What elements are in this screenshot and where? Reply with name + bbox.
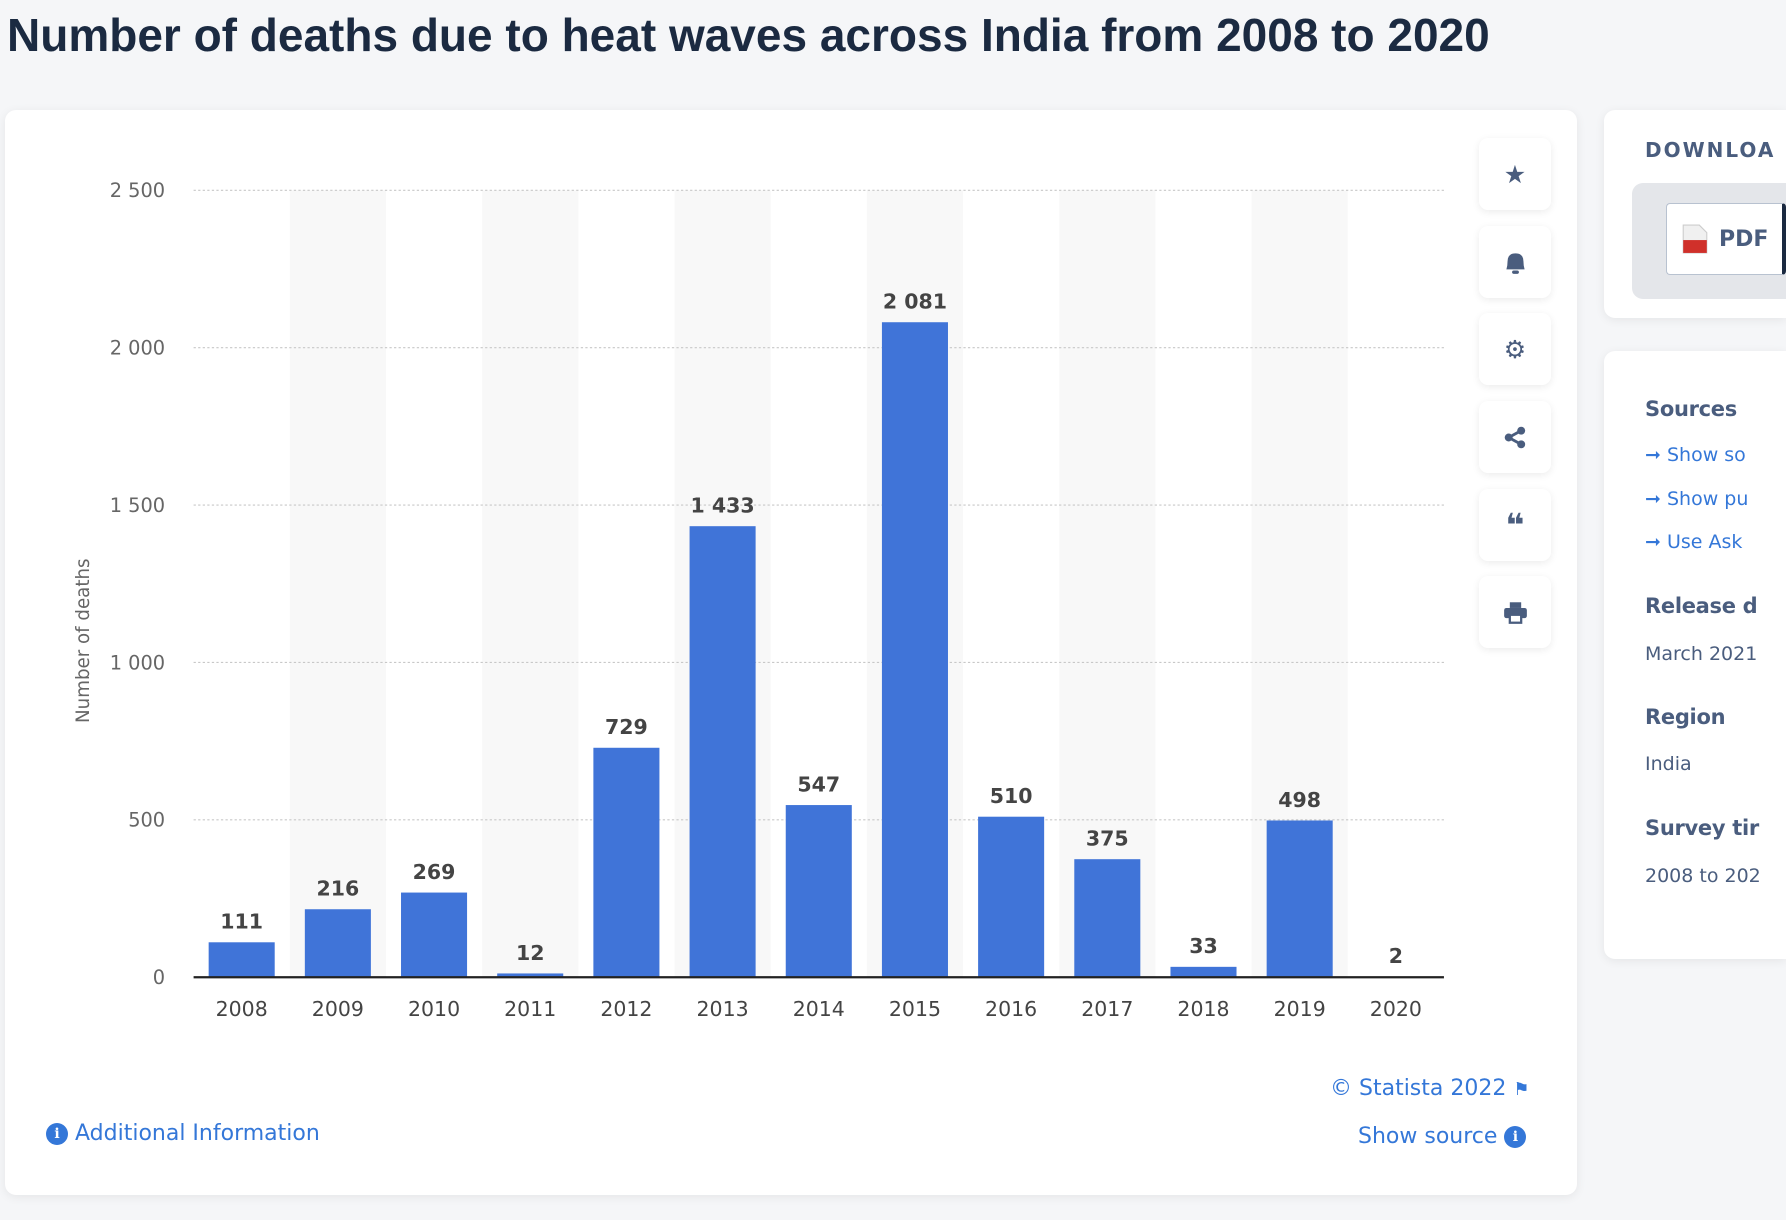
data-label: 269	[413, 860, 456, 884]
source-link[interactable]: ➞ Use Ask	[1645, 531, 1743, 553]
quote-icon: ❝	[1505, 506, 1525, 544]
data-label: 2 081	[883, 290, 947, 314]
y-tick-label: 2 000	[110, 337, 165, 360]
bar-2008	[208, 942, 275, 978]
x-tick-label: 2012	[600, 997, 652, 1021]
x-tick-label: 2016	[985, 997, 1037, 1021]
y-axis-label: Number of deaths	[73, 558, 94, 722]
data-label: 12	[516, 941, 545, 965]
bar-2013	[689, 526, 756, 978]
x-tick-label: 2018	[1177, 997, 1229, 1021]
download-card: DOWNLOA PDF	[1604, 110, 1786, 318]
sources-label: Sources	[1645, 397, 1737, 421]
notification-button[interactable]	[1479, 226, 1551, 298]
copyright-link[interactable]: © Statista 2022 ⚑	[1330, 1076, 1530, 1101]
data-label: 729	[605, 715, 648, 739]
share-icon	[1504, 426, 1525, 448]
info-icon: i	[1504, 1126, 1527, 1148]
cite-button[interactable]: ❝	[1479, 489, 1551, 561]
category-band	[482, 190, 579, 978]
y-tick-label: 1 000	[110, 651, 165, 674]
survey-time-label: Survey tir	[1645, 816, 1759, 840]
flag-icon: ⚑	[1513, 1079, 1530, 1100]
data-label: 1 433	[691, 494, 755, 518]
bar-2009	[304, 909, 371, 978]
x-tick-label: 2019	[1274, 997, 1326, 1021]
survey-time-value: 2008 to 202	[1645, 865, 1761, 887]
category-band	[289, 190, 386, 978]
data-label: 216	[316, 877, 359, 901]
source-link[interactable]: ➞ Show so	[1645, 444, 1746, 466]
region-value: India	[1645, 753, 1692, 775]
bell-icon	[1505, 252, 1525, 274]
bar-2010	[401, 892, 468, 978]
bar-2019	[1266, 820, 1333, 978]
data-label: 510	[990, 784, 1033, 808]
x-tick-label: 2015	[889, 997, 941, 1021]
release-date-label: Release d	[1645, 594, 1758, 618]
x-tick-label: 2010	[408, 997, 460, 1021]
settings-button[interactable]: ⚙	[1479, 313, 1551, 385]
x-tick-label: 2020	[1370, 997, 1422, 1021]
x-tick-label: 2009	[312, 997, 364, 1021]
data-label: 2	[1389, 944, 1403, 968]
x-tick-label: 2011	[504, 997, 556, 1021]
bar-2011	[497, 973, 564, 978]
data-label: 547	[797, 772, 840, 796]
favorite-button[interactable]: ★	[1479, 138, 1551, 210]
print-button[interactable]	[1479, 576, 1551, 648]
share-button[interactable]	[1479, 401, 1551, 473]
bar-2012	[593, 747, 660, 978]
pdf-download-button[interactable]: PDF	[1666, 203, 1786, 275]
star-icon: ★	[1503, 159, 1527, 189]
release-date-value: March 2021	[1645, 643, 1758, 665]
data-label: 375	[1086, 827, 1129, 851]
pdf-file-icon	[1682, 224, 1708, 254]
source-link[interactable]: ➞ Show pu	[1645, 488, 1749, 510]
region-label: Region	[1645, 705, 1726, 729]
print-icon	[1503, 601, 1527, 624]
info-icon: i	[46, 1123, 68, 1145]
bar-2016	[978, 816, 1045, 978]
y-tick-label: 2 500	[110, 179, 165, 202]
gear-icon: ⚙	[1503, 334, 1527, 364]
x-tick-label: 2013	[697, 997, 749, 1021]
category-band	[1059, 190, 1156, 978]
download-heading: DOWNLOA	[1645, 138, 1776, 162]
bar-2017	[1074, 859, 1141, 978]
bar-2014	[785, 805, 852, 978]
bar-2015	[881, 322, 948, 978]
show-source-link[interactable]: Show source i	[1358, 1124, 1527, 1149]
additional-information-link[interactable]: i Additional Information	[46, 1121, 320, 1146]
page-title: Number of deaths due to heat waves acros…	[7, 9, 1490, 61]
x-tick-label: 2008	[216, 997, 268, 1021]
data-label: 111	[220, 910, 263, 934]
y-tick-label: 1 500	[110, 494, 165, 517]
x-tick-label: 2014	[793, 997, 845, 1021]
y-tick-label: 0	[153, 966, 165, 989]
y-tick-label: 500	[128, 809, 165, 832]
x-tick-label: 2017	[1081, 997, 1133, 1021]
data-label: 498	[1278, 788, 1321, 812]
bar-chart: 0 500 1 000 1 500 2 000 2 500 111 2008 216 2009 26…	[73, 179, 1444, 1021]
data-label: 33	[1189, 934, 1218, 958]
bar-2018	[1170, 966, 1237, 978]
statistic-details-card: Sources ➞ Show so ➞ Show pu ➞ Use Ask Re…	[1604, 351, 1786, 959]
